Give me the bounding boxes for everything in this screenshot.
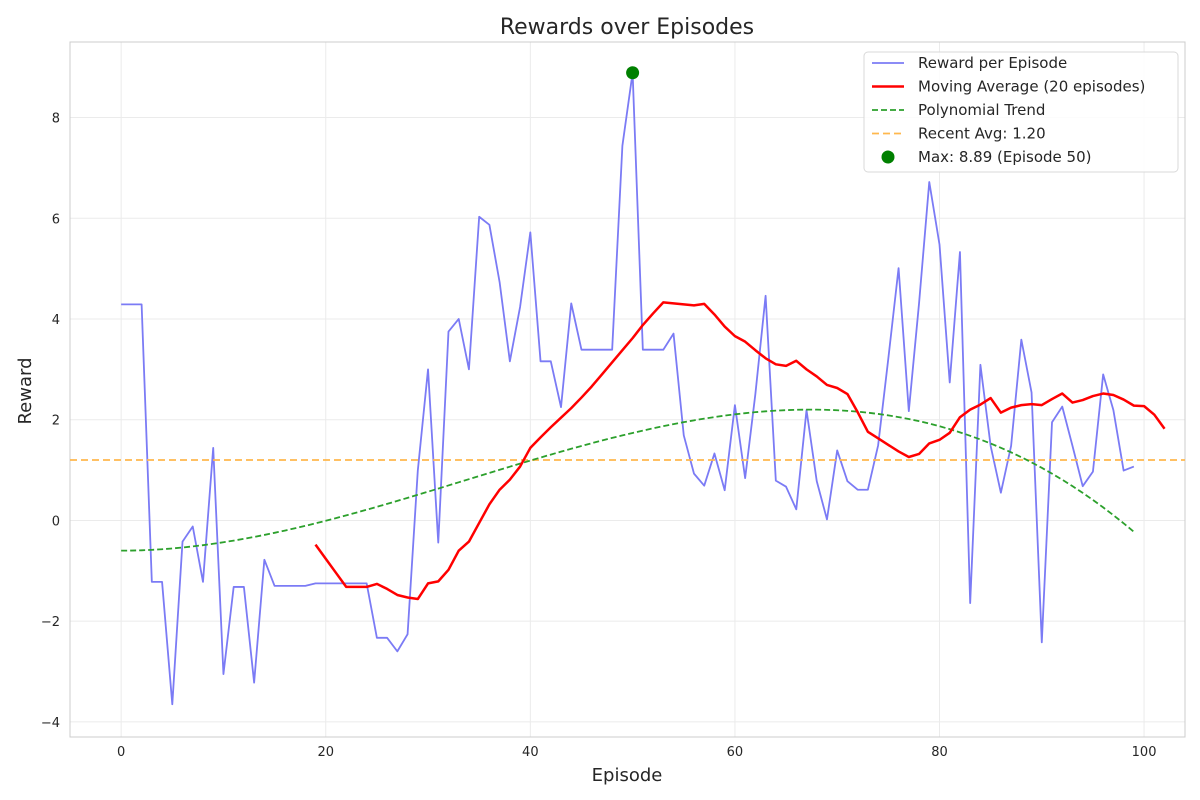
chart-title: Rewards over Episodes: [500, 15, 754, 40]
legend-swatch-max: [881, 150, 895, 164]
legend-label-reward: Reward per Episode: [918, 54, 1067, 72]
grid: [70, 42, 1185, 737]
y-tick-label: 8: [52, 112, 60, 127]
x-tick-label: 40: [522, 745, 539, 760]
legend-label-recent: Recent Avg: 1.20: [918, 125, 1046, 143]
y-tick-label: 2: [52, 414, 60, 429]
max-point-marker: [626, 66, 640, 80]
plot-frame: [69, 41, 1186, 738]
moving-average-line: [314, 301, 1166, 601]
x-tick-label: 80: [931, 745, 948, 760]
reward-per-episode-line: [121, 71, 1135, 706]
y-tick-label: −4: [41, 716, 60, 731]
legend: Reward per Episode Moving Average (20 epi…: [863, 51, 1179, 173]
legend-label-max: Max: 8.89 (Episode 50): [918, 148, 1091, 166]
x-tick-label: 100: [1132, 745, 1157, 760]
x-axis-label: Episode: [592, 765, 663, 786]
legend-box: [863, 51, 1179, 173]
y-tick-label: 4: [52, 313, 60, 328]
y-tick-label: 0: [52, 514, 60, 529]
data-layer: [70, 66, 1185, 706]
x-tick-label: 20: [317, 745, 334, 760]
y-tick-label: −2: [41, 615, 60, 630]
legend-label-moving_avg: Moving Average (20 episodes): [918, 78, 1145, 96]
tick-labels: 0 20 40 60 80 100 −4 −2 0 2 4 6 8: [41, 112, 1157, 760]
y-axis-label: Reward: [15, 357, 36, 424]
x-tick-label: 60: [727, 745, 744, 760]
x-tick-label: 0: [117, 745, 125, 760]
y-tick-label: 6: [52, 212, 60, 227]
legend-label-poly: Polynomial Trend: [918, 101, 1045, 119]
